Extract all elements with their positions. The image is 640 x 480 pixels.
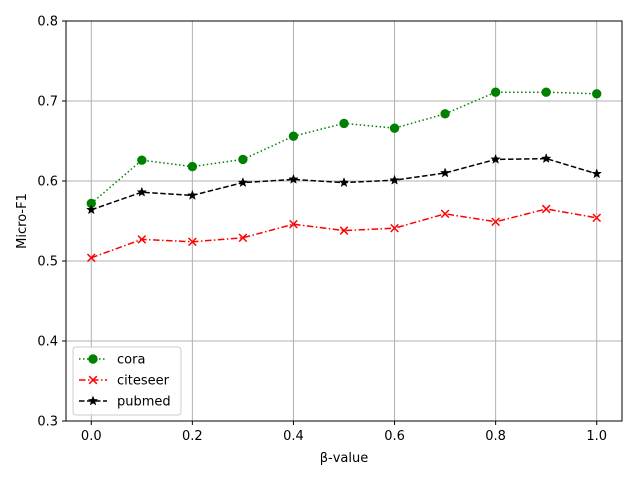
legend-entry-citeseer: citeseer	[79, 374, 170, 389]
data-point-pubmed	[389, 174, 400, 185]
data-point-cora	[389, 123, 400, 133]
data-point-cora	[490, 87, 501, 97]
y-axis-label: Micro-F1	[15, 193, 30, 249]
data-point-citeseer	[541, 204, 551, 214]
data-point-pubmed	[237, 177, 249, 188]
data-point-citeseer	[390, 223, 399, 233]
data-point-citeseer	[440, 209, 450, 219]
x-tick-label: 1.0	[586, 429, 607, 444]
legend-label: citeseer	[117, 374, 170, 389]
legend-entry-pubmed: pubmed	[79, 395, 171, 410]
legend: cora citeseer pubmed	[72, 346, 182, 416]
y-tick-label: 0.3	[37, 415, 58, 430]
series-cora	[86, 87, 602, 209]
series-citeseer	[86, 204, 602, 263]
plot-frame	[65, 20, 623, 422]
data-point-citeseer	[188, 237, 197, 247]
data-point-pubmed	[591, 168, 602, 179]
data-point-pubmed	[338, 177, 350, 188]
data-point-cora	[137, 155, 147, 165]
legend-marker	[88, 354, 98, 364]
series-pubmed	[86, 153, 602, 215]
x-tick-label: 0.0	[81, 429, 102, 444]
data-point-citeseer	[592, 213, 602, 223]
legend-marker	[87, 395, 99, 406]
data-point-cora	[339, 118, 349, 129]
y-tick-label: 0.7	[37, 95, 58, 110]
series-group	[86, 87, 602, 263]
data-point-cora	[288, 131, 299, 141]
x-tick-label: 0.6	[384, 429, 405, 444]
data-point-cora	[238, 154, 248, 165]
y-tick-label: 0.6	[37, 175, 58, 190]
y-tick-label: 0.4	[37, 335, 58, 350]
data-point-citeseer	[289, 219, 298, 229]
data-point-pubmed	[187, 189, 198, 200]
legend-box	[72, 346, 182, 416]
x-tick-label: 0.8	[485, 429, 506, 444]
legend-label: cora	[117, 353, 145, 368]
data-point-pubmed	[136, 186, 148, 197]
data-point-cora	[187, 161, 198, 172]
legend-marker	[88, 375, 98, 385]
series-line-citeseer	[91, 208, 597, 259]
x-axis-label: β-value	[320, 451, 369, 466]
data-point-pubmed	[490, 153, 501, 164]
data-point-citeseer	[238, 233, 248, 243]
data-point-cora	[541, 87, 551, 97]
axis-ticks: 0.0 0.2 0.4 0.6 0.8 1.0 0.3 0.4 0.5 0.6 0.7 0.8	[37, 15, 607, 445]
data-point-pubmed	[288, 173, 299, 184]
data-point-citeseer	[339, 226, 349, 235]
x-tick-label: 0.4	[283, 429, 304, 444]
data-point-citeseer	[491, 217, 500, 227]
data-point-pubmed	[540, 153, 552, 164]
data-point-cora	[440, 109, 450, 119]
legend-label: pubmed	[117, 395, 171, 410]
data-point-citeseer	[86, 253, 96, 263]
data-point-pubmed	[439, 167, 451, 178]
data-point-citeseer	[137, 235, 147, 244]
y-tick-label: 0.8	[37, 15, 58, 30]
data-point-cora	[592, 89, 602, 99]
x-tick-label: 0.2	[182, 429, 203, 444]
data-point-pubmed	[86, 204, 97, 215]
y-tick-label: 0.5	[37, 255, 58, 270]
legend-entry-cora: cora	[79, 353, 145, 368]
